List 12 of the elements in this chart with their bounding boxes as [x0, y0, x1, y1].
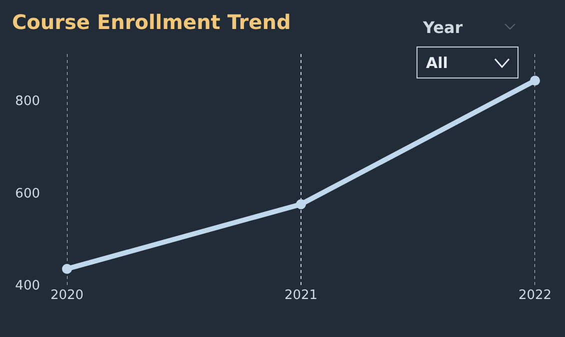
- y-tick-label: 600: [15, 186, 40, 202]
- x-tick-label: 2021: [284, 288, 318, 303]
- point: [62, 264, 72, 274]
- point: [296, 199, 306, 210]
- x-tick-label: 2020: [50, 288, 84, 303]
- annotation: All: [426, 54, 448, 72]
- text: Year: [422, 18, 463, 37]
- chart-title: Course Enrollment Trend: [12, 10, 291, 34]
- point: [530, 76, 540, 86]
- y-tick-label: 400: [15, 278, 40, 294]
- y-tick-label: 800: [15, 94, 40, 109]
- x-tick-label: 2022: [518, 288, 552, 303]
